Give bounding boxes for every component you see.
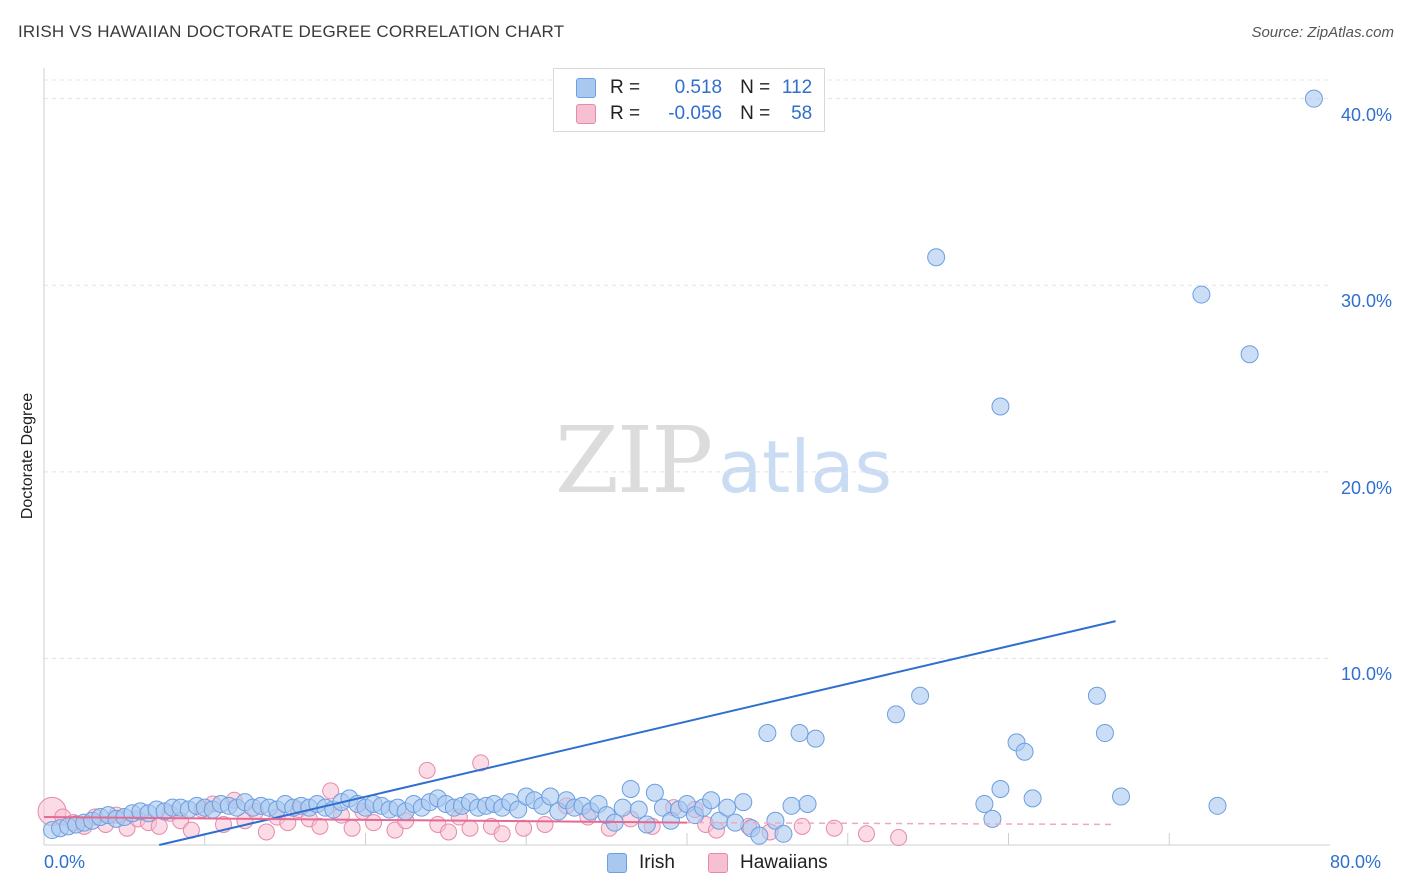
series-legend-hawaiians: Hawaiians (708, 852, 828, 874)
hawaiians-point (536, 815, 554, 833)
irish-point (1240, 345, 1259, 364)
y-tick-label: 30.0% (1340, 291, 1392, 312)
hawaiians-point (311, 817, 329, 835)
irish-point (766, 811, 785, 830)
legend-n-value: 112 (781, 77, 813, 98)
irish-point (1112, 787, 1131, 806)
legend-row-hawaiians: R = -0.056 N = 58 (576, 102, 812, 126)
irish-point (991, 780, 1010, 799)
hawaiians-point (418, 761, 436, 779)
hawaiians-point (461, 819, 479, 837)
irish-point (509, 800, 528, 819)
watermark-atlas: atlas (718, 425, 892, 509)
legend-n-label: N = (740, 77, 771, 98)
irish-point (911, 686, 930, 705)
hawaiians-point (440, 823, 458, 841)
irish-point (975, 794, 994, 813)
series-swatch-hawaiians (708, 853, 728, 873)
irish-trend-line (158, 620, 1116, 846)
stats-legend: R = 0.518 N = 112 R = -0.056 N = 58 (553, 68, 825, 132)
watermark-zip: ZIP (555, 407, 711, 514)
irish-point (621, 780, 640, 799)
irish-point (718, 798, 737, 817)
irish-point (806, 729, 825, 748)
irish-point (886, 705, 905, 724)
irish-point (1095, 724, 1114, 743)
hawaiians-point (257, 823, 275, 841)
hawaiians-point (890, 829, 908, 847)
irish-point (1304, 89, 1323, 108)
irish-point (750, 826, 769, 845)
series-label-irish: Irish (639, 852, 675, 873)
irish-point (782, 796, 801, 815)
source-label: Source: ZipAtlas.com (1251, 24, 1394, 41)
y-tick-label: 20.0% (1340, 477, 1392, 498)
hawaiians-point (858, 825, 876, 843)
hawaiians-point (515, 819, 533, 837)
irish-point (637, 815, 656, 834)
hawaiians-point (365, 814, 383, 832)
series-swatch-irish (607, 853, 627, 873)
irish-point (541, 787, 560, 806)
irish-point (790, 724, 809, 743)
series-label-hawaiians: Hawaiians (740, 852, 828, 873)
hawaiians-point (472, 754, 490, 772)
irish-point (629, 800, 648, 819)
irish-point (1192, 285, 1211, 304)
y-tick-label: 10.0% (1340, 664, 1392, 685)
irish-point (734, 793, 753, 812)
irish-point (1015, 742, 1034, 761)
hawaiians-trend-extension (686, 821, 1116, 826)
legend-r-label: R = (610, 77, 641, 98)
hawaiians-point (150, 817, 168, 835)
hawaiians-point (825, 819, 843, 837)
legend-row-irish: R = 0.518 N = 112 (576, 76, 812, 100)
irish-point (758, 724, 777, 743)
irish-point (1087, 686, 1106, 705)
series-legend-irish: Irish (607, 852, 675, 874)
legend-swatch-hawaiians (576, 104, 596, 124)
hawaiians-point (793, 817, 811, 835)
legend-r-value: 0.518 (674, 77, 723, 98)
irish-point (983, 809, 1002, 828)
chart-title: IRISH VS HAWAIIAN DOCTORATE DEGREE CORRE… (18, 22, 565, 41)
irish-point (1023, 789, 1042, 808)
hawaiians-point (493, 825, 511, 843)
irish-point (645, 783, 664, 802)
legend-r-value: -0.056 (668, 103, 723, 124)
x-tick-label-max: 80.0% (1330, 852, 1382, 872)
legend-swatch-irish (576, 78, 596, 98)
irish-point (774, 824, 793, 843)
irish-point (991, 397, 1010, 416)
hawaiians-point (386, 821, 404, 839)
irish-point (702, 791, 721, 810)
y-tick-label: 40.0% (1340, 104, 1392, 125)
legend-n-label: N = (740, 103, 771, 124)
hawaiians-point (322, 782, 340, 800)
legend-r-label: R = (610, 103, 641, 124)
irish-point (613, 798, 632, 817)
irish-point (798, 794, 817, 813)
hawaiians-trend-line (43, 816, 688, 824)
legend-n-value: 58 (791, 103, 813, 124)
irish-point (1208, 796, 1227, 815)
x-tick-label-min: 0.0% (44, 852, 86, 872)
series-legend: Irish Hawaiians (0, 852, 1406, 876)
irish-point (927, 248, 946, 267)
hawaiians-point (343, 819, 361, 837)
